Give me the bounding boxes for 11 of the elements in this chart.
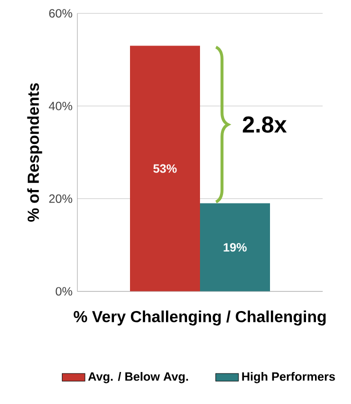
x-axis-title: % Very Challenging / Challenging <box>74 310 326 326</box>
y-tick-label: 0% <box>56 287 72 296</box>
y-tick-label: 40% <box>48 102 72 110</box>
data-label: 19% <box>224 243 247 252</box>
data-label: 53% <box>153 164 177 173</box>
y-tick-label: 60% <box>49 9 72 18</box>
annotation: 2.8x <box>242 116 287 133</box>
y-axis-title: % of Respondents <box>27 83 42 222</box>
legend-label: Avg. / Below Avg. <box>88 372 188 384</box>
y-tick-label: 20% <box>49 194 72 203</box>
legend-label: High Performers <box>242 372 335 384</box>
